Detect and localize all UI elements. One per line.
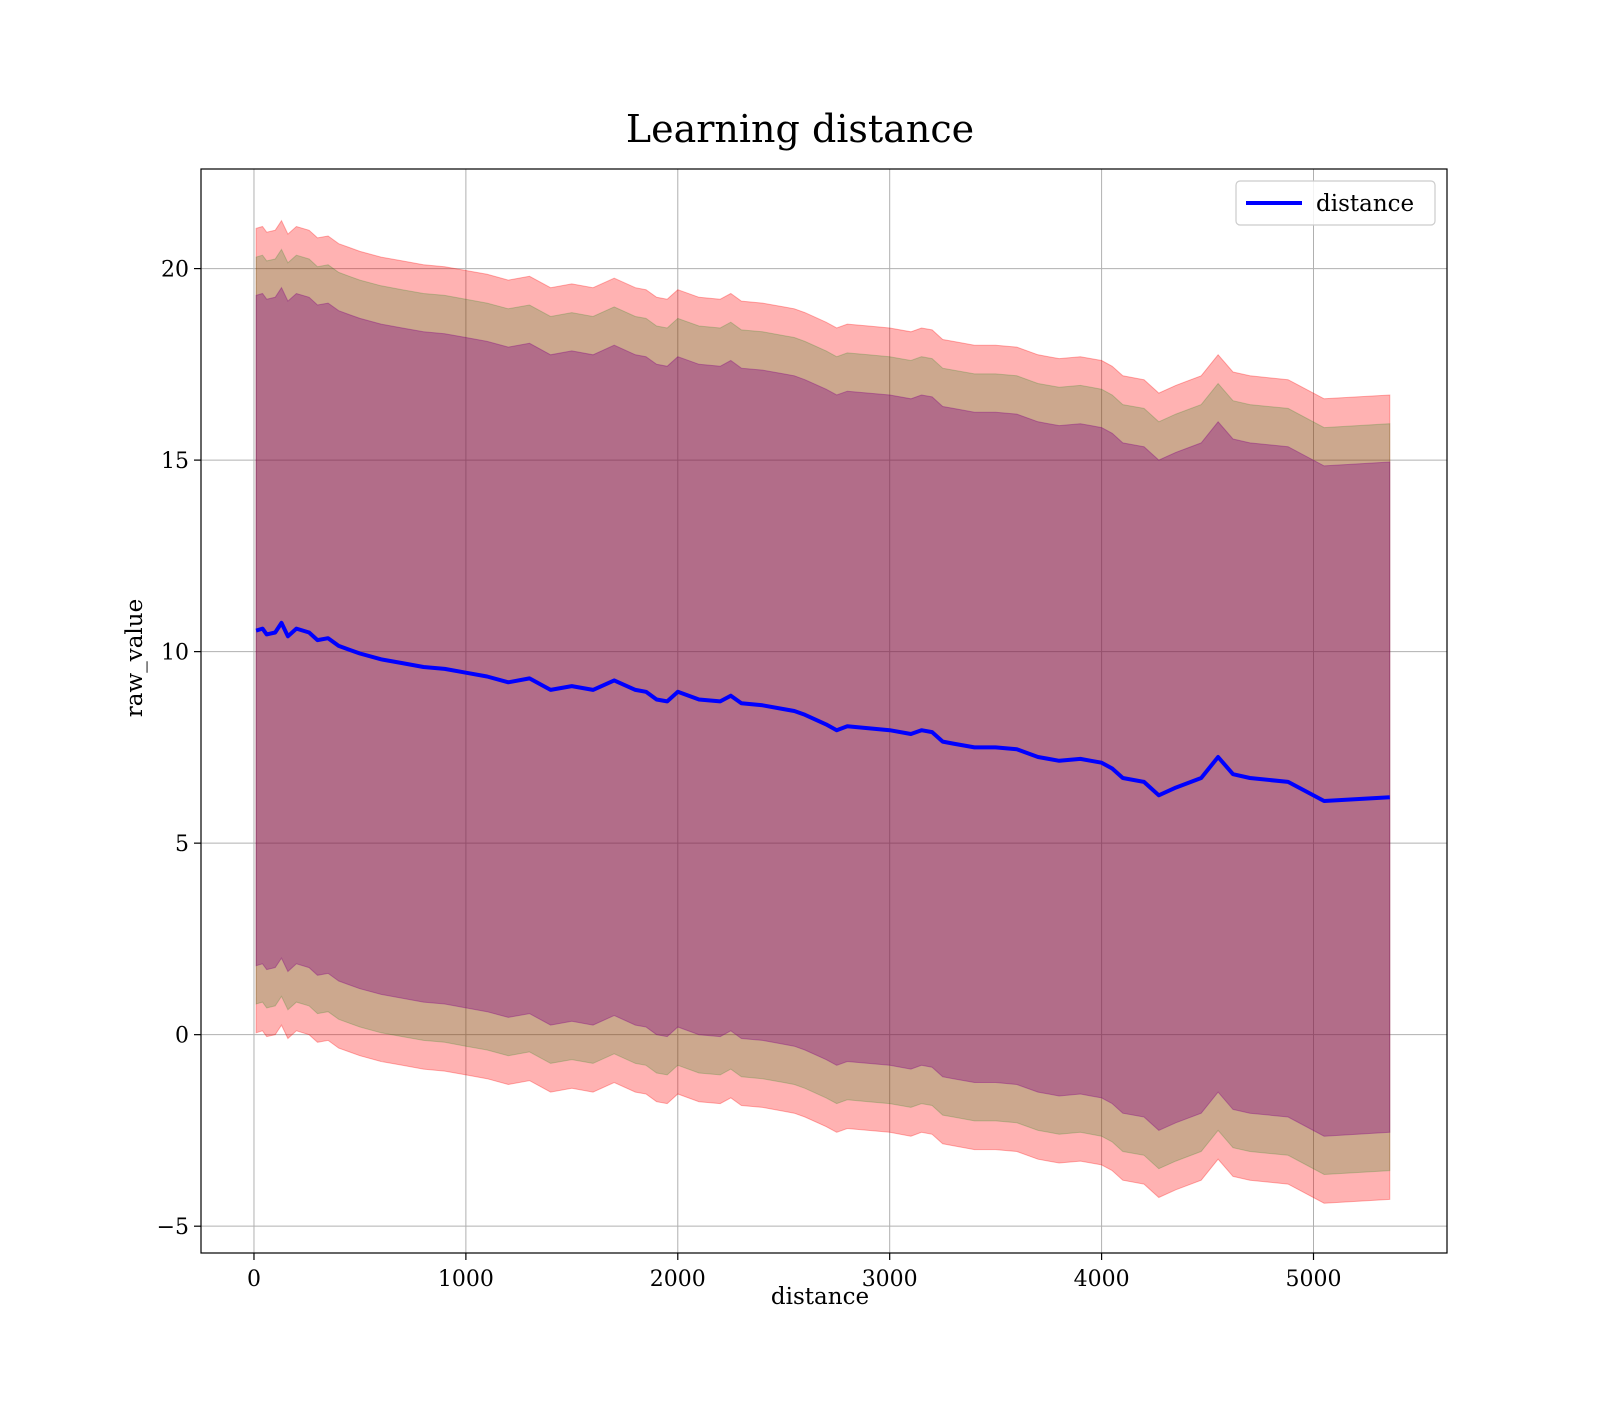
legend-box — [1235, 180, 1436, 226]
y-tick-label: 5 — [175, 832, 189, 857]
y-tick-label: 20 — [161, 258, 189, 283]
y-axis-ticks: −5 0 5 10 15 20 — [157, 258, 201, 1240]
y-axis-label: raw_value — [122, 599, 148, 717]
x-tick-label: 2000 — [650, 1267, 706, 1292]
x-axis-ticks: 0 1000 2000 3000 4000 5000 — [247, 1253, 1342, 1292]
y-tick-label: 0 — [175, 1024, 189, 1049]
bands — [255, 219, 1391, 1204]
chart-title: Learning distance — [626, 107, 974, 151]
grid — [201, 169, 1447, 1253]
y-tick-label: 10 — [161, 641, 189, 666]
confidence-band-3 — [255, 286, 1391, 1137]
legend: distance — [1235, 180, 1436, 226]
y-tick-label: −5 — [157, 1215, 189, 1240]
confidence-band-2 — [255, 248, 1391, 1176]
x-tick-label: 5000 — [1286, 1267, 1342, 1292]
plot-frame — [200, 168, 1448, 1254]
x-axis-label: distance — [771, 1284, 869, 1310]
confidence-band-1 — [255, 219, 1391, 1204]
x-tick-label: 4000 — [1074, 1267, 1130, 1292]
x-tick-label: 0 — [247, 1267, 261, 1292]
series-lines — [255, 620, 1390, 803]
x-tick-label: 1000 — [438, 1267, 494, 1292]
legend-label-distance: distance — [1316, 191, 1414, 217]
y-tick-label: 15 — [161, 449, 189, 474]
series-line-distance — [255, 620, 1390, 803]
x-tick-label: 3000 — [862, 1267, 918, 1292]
